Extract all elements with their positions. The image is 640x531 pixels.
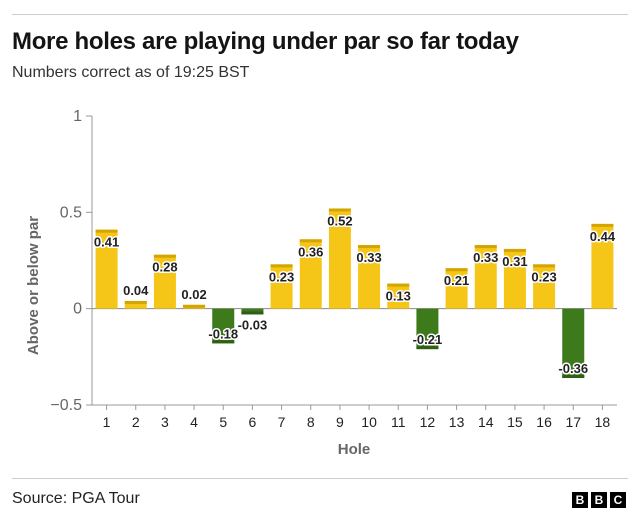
x-tick-label: 1 <box>103 414 111 430</box>
data-label: 0.23 <box>531 269 556 284</box>
bar <box>124 300 147 309</box>
x-tick-label: 15 <box>507 414 523 430</box>
bar <box>153 254 176 309</box>
data-label: 0.28 <box>152 260 177 275</box>
x-tick-label: 7 <box>278 414 286 430</box>
data-label: 0.04 <box>123 283 149 298</box>
x-tick-label: 18 <box>595 414 611 430</box>
bottom-rule <box>12 478 628 479</box>
y-axis-title: Above or below par <box>25 216 42 355</box>
y-tick-label: 0.5 <box>60 204 82 221</box>
data-label: 0.02 <box>181 287 206 302</box>
x-tick-label: 6 <box>249 414 257 430</box>
x-tick-label: 10 <box>361 414 377 430</box>
x-tick-label: 11 <box>391 414 406 430</box>
bar <box>562 308 585 379</box>
data-label: 0.36 <box>298 244 323 259</box>
data-label: 0.21 <box>444 273 469 288</box>
x-tick-label: 14 <box>478 414 494 430</box>
bar <box>503 248 526 309</box>
x-tick-label: 4 <box>190 414 198 430</box>
bar <box>358 245 381 309</box>
bar-edge <box>153 254 176 258</box>
bbc-logo-letter: B <box>591 492 607 508</box>
bar <box>95 229 118 309</box>
top-rule <box>12 14 628 15</box>
y-tick-label: −0.5 <box>50 397 82 414</box>
bar-edge <box>328 208 351 212</box>
data-label: 0.23 <box>269 269 294 284</box>
y-tick-label: 0 <box>73 301 82 318</box>
bbc-logo-letter: B <box>572 492 588 508</box>
x-tick-label: 12 <box>420 414 436 430</box>
x-axis-title: Hole <box>338 441 371 458</box>
bar-edge <box>474 245 497 249</box>
bar-edge <box>212 340 235 344</box>
bar-edge <box>183 304 206 308</box>
bar <box>445 268 468 309</box>
bar <box>299 239 322 309</box>
bbc-logo: B B C <box>572 492 626 508</box>
data-label: 0.52 <box>327 213 352 228</box>
bar <box>212 308 235 344</box>
bbc-logo-letter: C <box>610 492 626 508</box>
bar-edge <box>562 375 585 379</box>
y-tick-label: 1 <box>73 108 82 125</box>
data-label: -0.18 <box>208 326 238 341</box>
bar-edge <box>95 229 118 233</box>
data-label: 0.33 <box>473 250 498 265</box>
bar-edge <box>124 300 147 304</box>
bar-edge <box>387 283 410 287</box>
x-tick-label: 17 <box>565 414 581 430</box>
bar <box>387 283 410 309</box>
bar <box>416 308 439 350</box>
data-label: -0.21 <box>413 332 443 347</box>
bar-edge <box>503 248 526 252</box>
bar-chart: −0.5 0 0.5 1 Above or below par Hole 1 0.41 2 0.0… <box>25 108 617 458</box>
data-label: 0.44 <box>590 229 616 244</box>
source-note: Source: PGA Tour <box>12 490 140 507</box>
bar-edge <box>591 223 614 227</box>
bar-edge <box>299 239 322 243</box>
chart-subtitle: Numbers correct as of 19:25 BST <box>12 64 250 81</box>
x-tick-label: 13 <box>449 414 465 430</box>
bar <box>533 264 556 309</box>
bar-edge <box>533 264 556 268</box>
bar-edge <box>416 346 439 350</box>
x-tick-label: 2 <box>132 414 140 430</box>
x-tick-label: 9 <box>336 414 344 430</box>
data-label: 0.41 <box>94 235 119 250</box>
x-tick-label: 8 <box>307 414 315 430</box>
data-label: -0.03 <box>238 317 268 332</box>
bar-edge <box>270 264 293 268</box>
x-tick-label: 5 <box>219 414 227 430</box>
chart-title: More holes are playing under par so far … <box>12 28 519 55</box>
bar <box>591 223 614 309</box>
bar <box>328 208 351 309</box>
bar-edge <box>445 268 468 272</box>
data-label: 0.13 <box>386 289 411 304</box>
bar <box>474 245 497 309</box>
bar <box>270 264 293 309</box>
data-label: -0.36 <box>558 361 588 376</box>
bar-edge <box>241 311 264 315</box>
x-tick-label: 16 <box>536 414 552 430</box>
data-label: 0.31 <box>502 254 527 269</box>
x-tick-label: 3 <box>161 414 169 430</box>
data-label: 0.33 <box>356 250 381 265</box>
bar-edge <box>358 245 381 249</box>
